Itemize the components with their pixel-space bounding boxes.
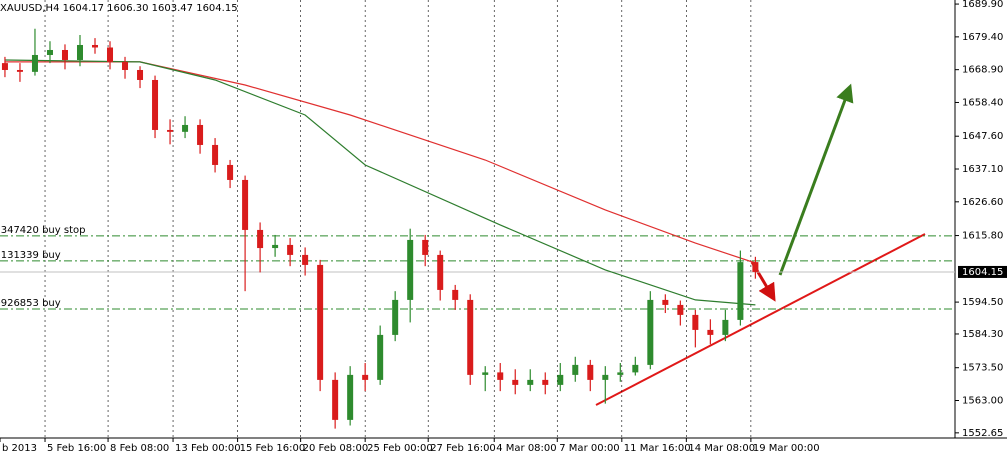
y-tick-label: 1626.60 (962, 197, 1003, 208)
up-arrow (778, 83, 854, 276)
current-price-label: 1604.15 (962, 267, 1003, 278)
x-tick-label: 8 Feb 08:00 (110, 443, 169, 454)
candle-body (437, 254, 444, 290)
x-tick-label: 27 Feb 16:00 (430, 443, 496, 454)
candle-body (707, 329, 714, 335)
candle-body (602, 374, 609, 380)
y-tick-label: 1679.40 (962, 32, 1003, 43)
candle-body (422, 239, 429, 255)
candle-body (332, 379, 339, 420)
candle-body (512, 379, 519, 385)
candle-body (377, 334, 384, 380)
y-tick-label: 1658.40 (962, 97, 1003, 108)
candle-body (467, 299, 474, 375)
candle-body (662, 299, 669, 305)
y-tick-label: 1615.80 (962, 231, 1003, 242)
candle-body (272, 244, 279, 249)
candle-body (227, 164, 234, 180)
x-tick-label: 11 Mar 16:00 (624, 443, 691, 454)
x-tick-label: 25 Feb 00:00 (367, 443, 433, 454)
candle-body (617, 372, 624, 375)
candle-body (167, 129, 174, 132)
y-tick-label: 1668.90 (962, 65, 1003, 76)
x-tick-label: 7 Mar 00:00 (559, 443, 619, 454)
candle-body (76, 44, 83, 60)
candle-body (152, 79, 159, 130)
x-tick-label: b 2013 (2, 443, 37, 454)
candle-body (347, 374, 354, 420)
y-tick-label: 1594.50 (962, 297, 1003, 308)
order-label: 72131339 buy (0, 250, 61, 261)
x-tick-label: 4 Mar 08:00 (496, 443, 556, 454)
candle-body (317, 264, 324, 380)
candle-body (257, 229, 264, 249)
current-price-box (958, 265, 1007, 278)
candle-body (677, 304, 684, 315)
candle-body (197, 124, 204, 145)
x-tick-label: 13 Feb 00:00 (175, 443, 241, 454)
y-tick-label: 1584.30 (962, 329, 1003, 340)
candle-body (31, 54, 38, 72)
y-tick-label: 1573.50 (962, 363, 1003, 374)
candle-body (407, 239, 414, 300)
candle-body (497, 372, 504, 380)
candle-body (212, 144, 219, 165)
candle-body (46, 49, 53, 55)
moving-average (4, 59, 756, 306)
candle-body (572, 364, 579, 375)
trend-line (595, 233, 926, 406)
candle-body (647, 299, 654, 365)
candle-body (362, 374, 369, 380)
y-tick-label: 1647.60 (962, 131, 1003, 142)
candle-body (692, 314, 699, 330)
candle-body (752, 262, 759, 272)
y-tick-label: 1552.65 (962, 428, 1003, 439)
candle-body (137, 69, 144, 80)
candle-body (587, 364, 594, 380)
candle-body (557, 374, 564, 385)
candle-body (182, 124, 189, 132)
x-tick-label: 5 Feb 16:00 (47, 443, 106, 454)
candle-body (482, 372, 489, 375)
candle-body (1, 63, 8, 70)
candle-body (242, 179, 249, 230)
candle-body (16, 69, 23, 72)
x-tick-label: 15 Feb 16:00 (240, 443, 306, 454)
candle-body (542, 379, 549, 385)
candle-body (302, 254, 309, 265)
candle-body (122, 61, 129, 70)
y-tick-label: 1563.00 (962, 396, 1003, 407)
y-tick-label: 1637.10 (962, 164, 1003, 175)
candle-body (61, 49, 68, 60)
candle-body (107, 47, 114, 62)
x-tick-label: 20 Feb 08:00 (303, 443, 369, 454)
y-tick-label: 1689.90 (962, 0, 1003, 10)
candle-body (287, 244, 294, 255)
candle-body (527, 379, 534, 385)
candle-body (452, 289, 459, 300)
candle-body (92, 44, 99, 48)
order-label: 72347420 buy stop (0, 225, 85, 236)
candle-body (632, 364, 639, 373)
candle-body (737, 262, 744, 320)
chart-title: XAUUSD,H4 1604.17 1606.30 1603.47 1604.1… (0, 3, 238, 14)
x-tick-label: 14 Mar 08:00 (688, 443, 755, 454)
candle-body (392, 299, 399, 335)
x-tick-label: 19 Mar 00:00 (753, 443, 820, 454)
order-label: 70926853 buy (0, 298, 61, 309)
candle-body (722, 319, 729, 335)
